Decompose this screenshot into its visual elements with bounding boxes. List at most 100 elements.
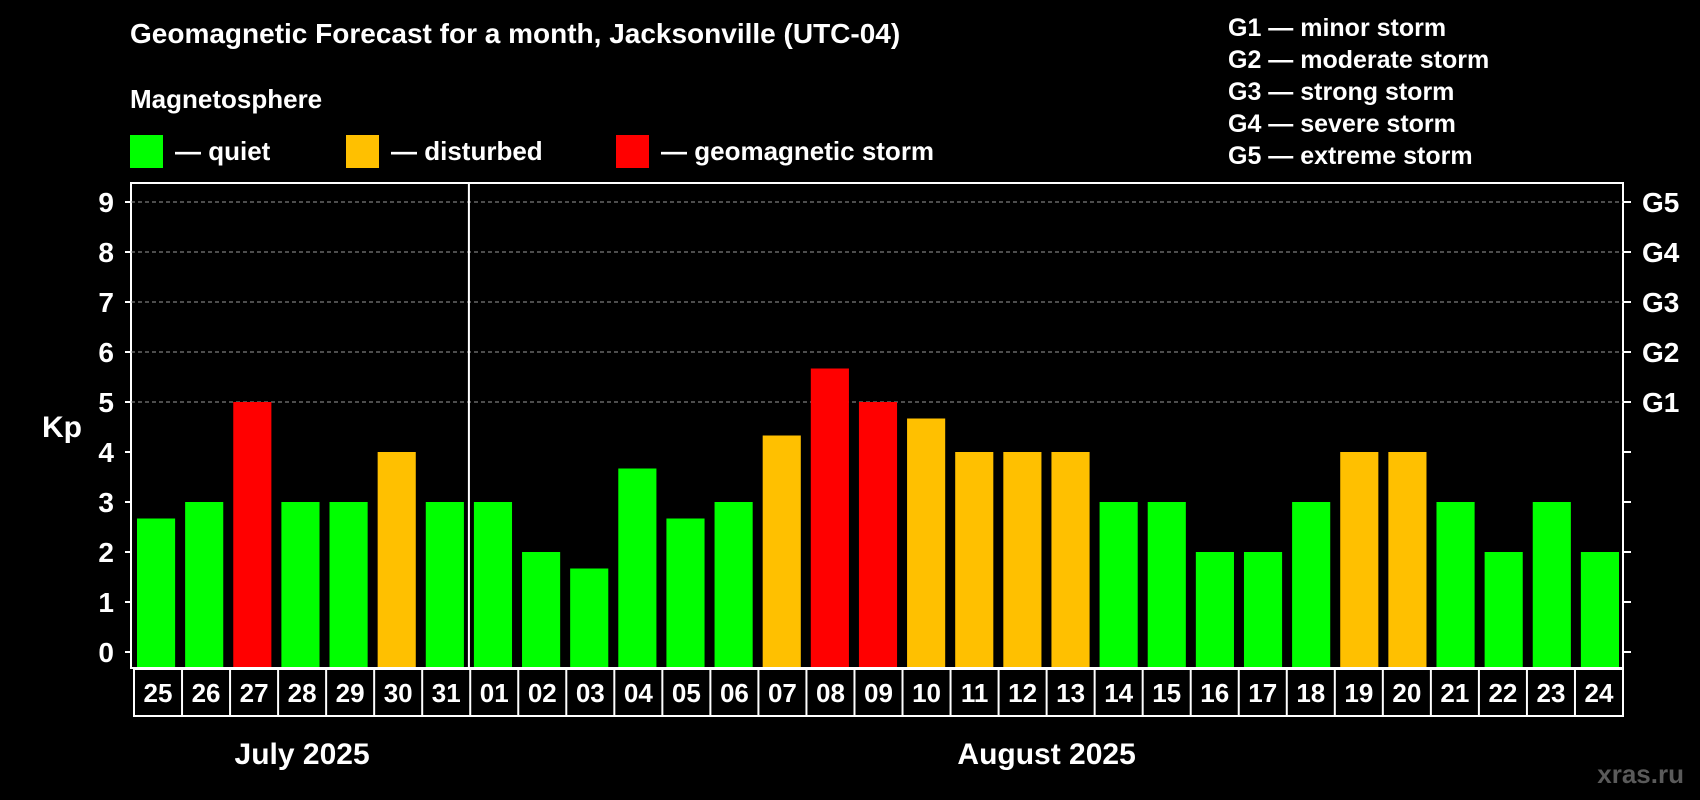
- kp-bar: [714, 502, 753, 667]
- date-label: 24: [1585, 678, 1614, 708]
- kp-bar: [1388, 452, 1427, 667]
- date-label: 17: [1248, 678, 1277, 708]
- date-label: 25: [144, 678, 173, 708]
- kp-bar: [1532, 502, 1571, 667]
- date-label: 23: [1536, 678, 1565, 708]
- g-legend-item: G5 — extreme storm: [1228, 142, 1473, 170]
- kp-bar: [955, 452, 994, 667]
- y-tick-label: 5: [98, 387, 114, 418]
- g-legend-item: G4 — severe storm: [1228, 110, 1456, 138]
- y-tick-label: 4: [98, 437, 114, 468]
- date-label: 11: [961, 678, 989, 708]
- kp-bar: [1580, 552, 1619, 667]
- kp-bar: [473, 502, 513, 667]
- kp-bar: [1436, 502, 1475, 667]
- date-label: 03: [576, 678, 605, 708]
- date-label: 19: [1344, 678, 1373, 708]
- legend-quiet-label: — quiet: [175, 135, 271, 166]
- date-label: 21: [1440, 678, 1469, 708]
- kp-bar: [810, 368, 849, 667]
- kp-bar: [1099, 502, 1138, 667]
- g-legend-item: G2 — moderate storm: [1228, 46, 1490, 74]
- kp-bar: [281, 502, 320, 667]
- kp-bar: [666, 518, 705, 667]
- kp-bar: [907, 418, 946, 667]
- g-legend-item: G1 — minor storm: [1228, 14, 1447, 42]
- chart-subtitle: Magnetosphere: [130, 84, 323, 114]
- kp-bar: [1003, 452, 1042, 667]
- kp-bar: [1147, 502, 1186, 667]
- kp-bar: [618, 468, 657, 667]
- kp-bar: [137, 518, 176, 667]
- legend-storm-swatch: [616, 134, 649, 168]
- g-legend-item: G3 — strong storm: [1228, 78, 1455, 106]
- date-label: 06: [720, 678, 749, 708]
- kp-bar: [762, 435, 801, 667]
- y-tick-label: 2: [98, 537, 114, 568]
- y-tick-label: 6: [98, 337, 114, 368]
- y-tick-label: 3: [98, 487, 114, 518]
- y-tick-label: 8: [98, 237, 114, 268]
- kp-bar: [858, 402, 898, 667]
- watermark: xras.ru: [1597, 759, 1684, 789]
- kp-bar: [377, 452, 416, 667]
- kp-bar: [1195, 552, 1234, 667]
- date-label: 08: [816, 678, 845, 708]
- y-tick-label: 7: [98, 287, 114, 318]
- date-label: 18: [1296, 678, 1325, 708]
- g-scale-label: G4: [1642, 237, 1680, 268]
- date-label: 05: [672, 678, 701, 708]
- date-label: 29: [336, 678, 365, 708]
- legend-disturbed: — disturbed: [346, 134, 543, 168]
- g-scale-label: G3: [1642, 287, 1679, 318]
- kp-bar: [425, 502, 464, 667]
- date-label: 13: [1056, 678, 1085, 708]
- y-tick-label: 9: [98, 187, 114, 218]
- date-label: 14: [1104, 678, 1133, 708]
- kp-bar: [522, 552, 561, 667]
- date-label: 12: [1008, 678, 1037, 708]
- legend-disturbed-swatch: [346, 134, 379, 168]
- g-scale-label: G1: [1642, 387, 1679, 418]
- date-label: 02: [528, 678, 557, 708]
- date-label: 30: [384, 678, 413, 708]
- date-label: 01: [480, 678, 509, 708]
- date-label: 31: [432, 678, 461, 708]
- date-label: 22: [1488, 678, 1517, 708]
- legend-storm-label: — geomagnetic storm: [661, 135, 935, 166]
- date-label: 04: [624, 678, 653, 708]
- kp-bar: [1051, 452, 1090, 667]
- legend-disturbed-label: — disturbed: [391, 135, 543, 166]
- date-label: 09: [864, 678, 893, 708]
- month-label: August 2025: [957, 738, 1135, 771]
- kp-bar: [1243, 552, 1283, 667]
- kp-bar: [570, 568, 609, 667]
- date-label: 10: [912, 678, 941, 708]
- month-label: July 2025: [235, 738, 370, 771]
- y-axis-label: Kp: [42, 411, 82, 444]
- kp-bar: [329, 502, 368, 667]
- date-label: 07: [768, 678, 797, 708]
- date-label: 27: [240, 678, 269, 708]
- date-axis-frame: [133, 668, 1624, 717]
- date-label: 28: [288, 678, 317, 708]
- kp-bar: [185, 502, 224, 667]
- kp-bar: [1484, 552, 1523, 667]
- date-label: 16: [1200, 678, 1229, 708]
- chart-title: Geomagnetic Forecast for a month, Jackso…: [130, 18, 901, 49]
- kp-bar: [1292, 502, 1331, 667]
- y-tick-label: 0: [98, 637, 114, 668]
- y-tick-label: 1: [98, 587, 114, 618]
- legend-quiet-swatch: [130, 134, 163, 168]
- g-scale-legend: G1 — minor storm G2 — moderate storm G3 …: [1228, 12, 1489, 172]
- kp-bar: [233, 402, 272, 667]
- date-label: 26: [192, 678, 221, 708]
- legend-quiet: — quiet: [130, 134, 270, 168]
- date-label: 20: [1392, 678, 1421, 708]
- legend-storm: — geomagnetic storm: [616, 134, 934, 168]
- g-scale-label: G5: [1642, 187, 1679, 218]
- kp-bar: [1340, 452, 1379, 667]
- date-label: 15: [1152, 678, 1181, 708]
- g-scale-label: G2: [1642, 337, 1679, 368]
